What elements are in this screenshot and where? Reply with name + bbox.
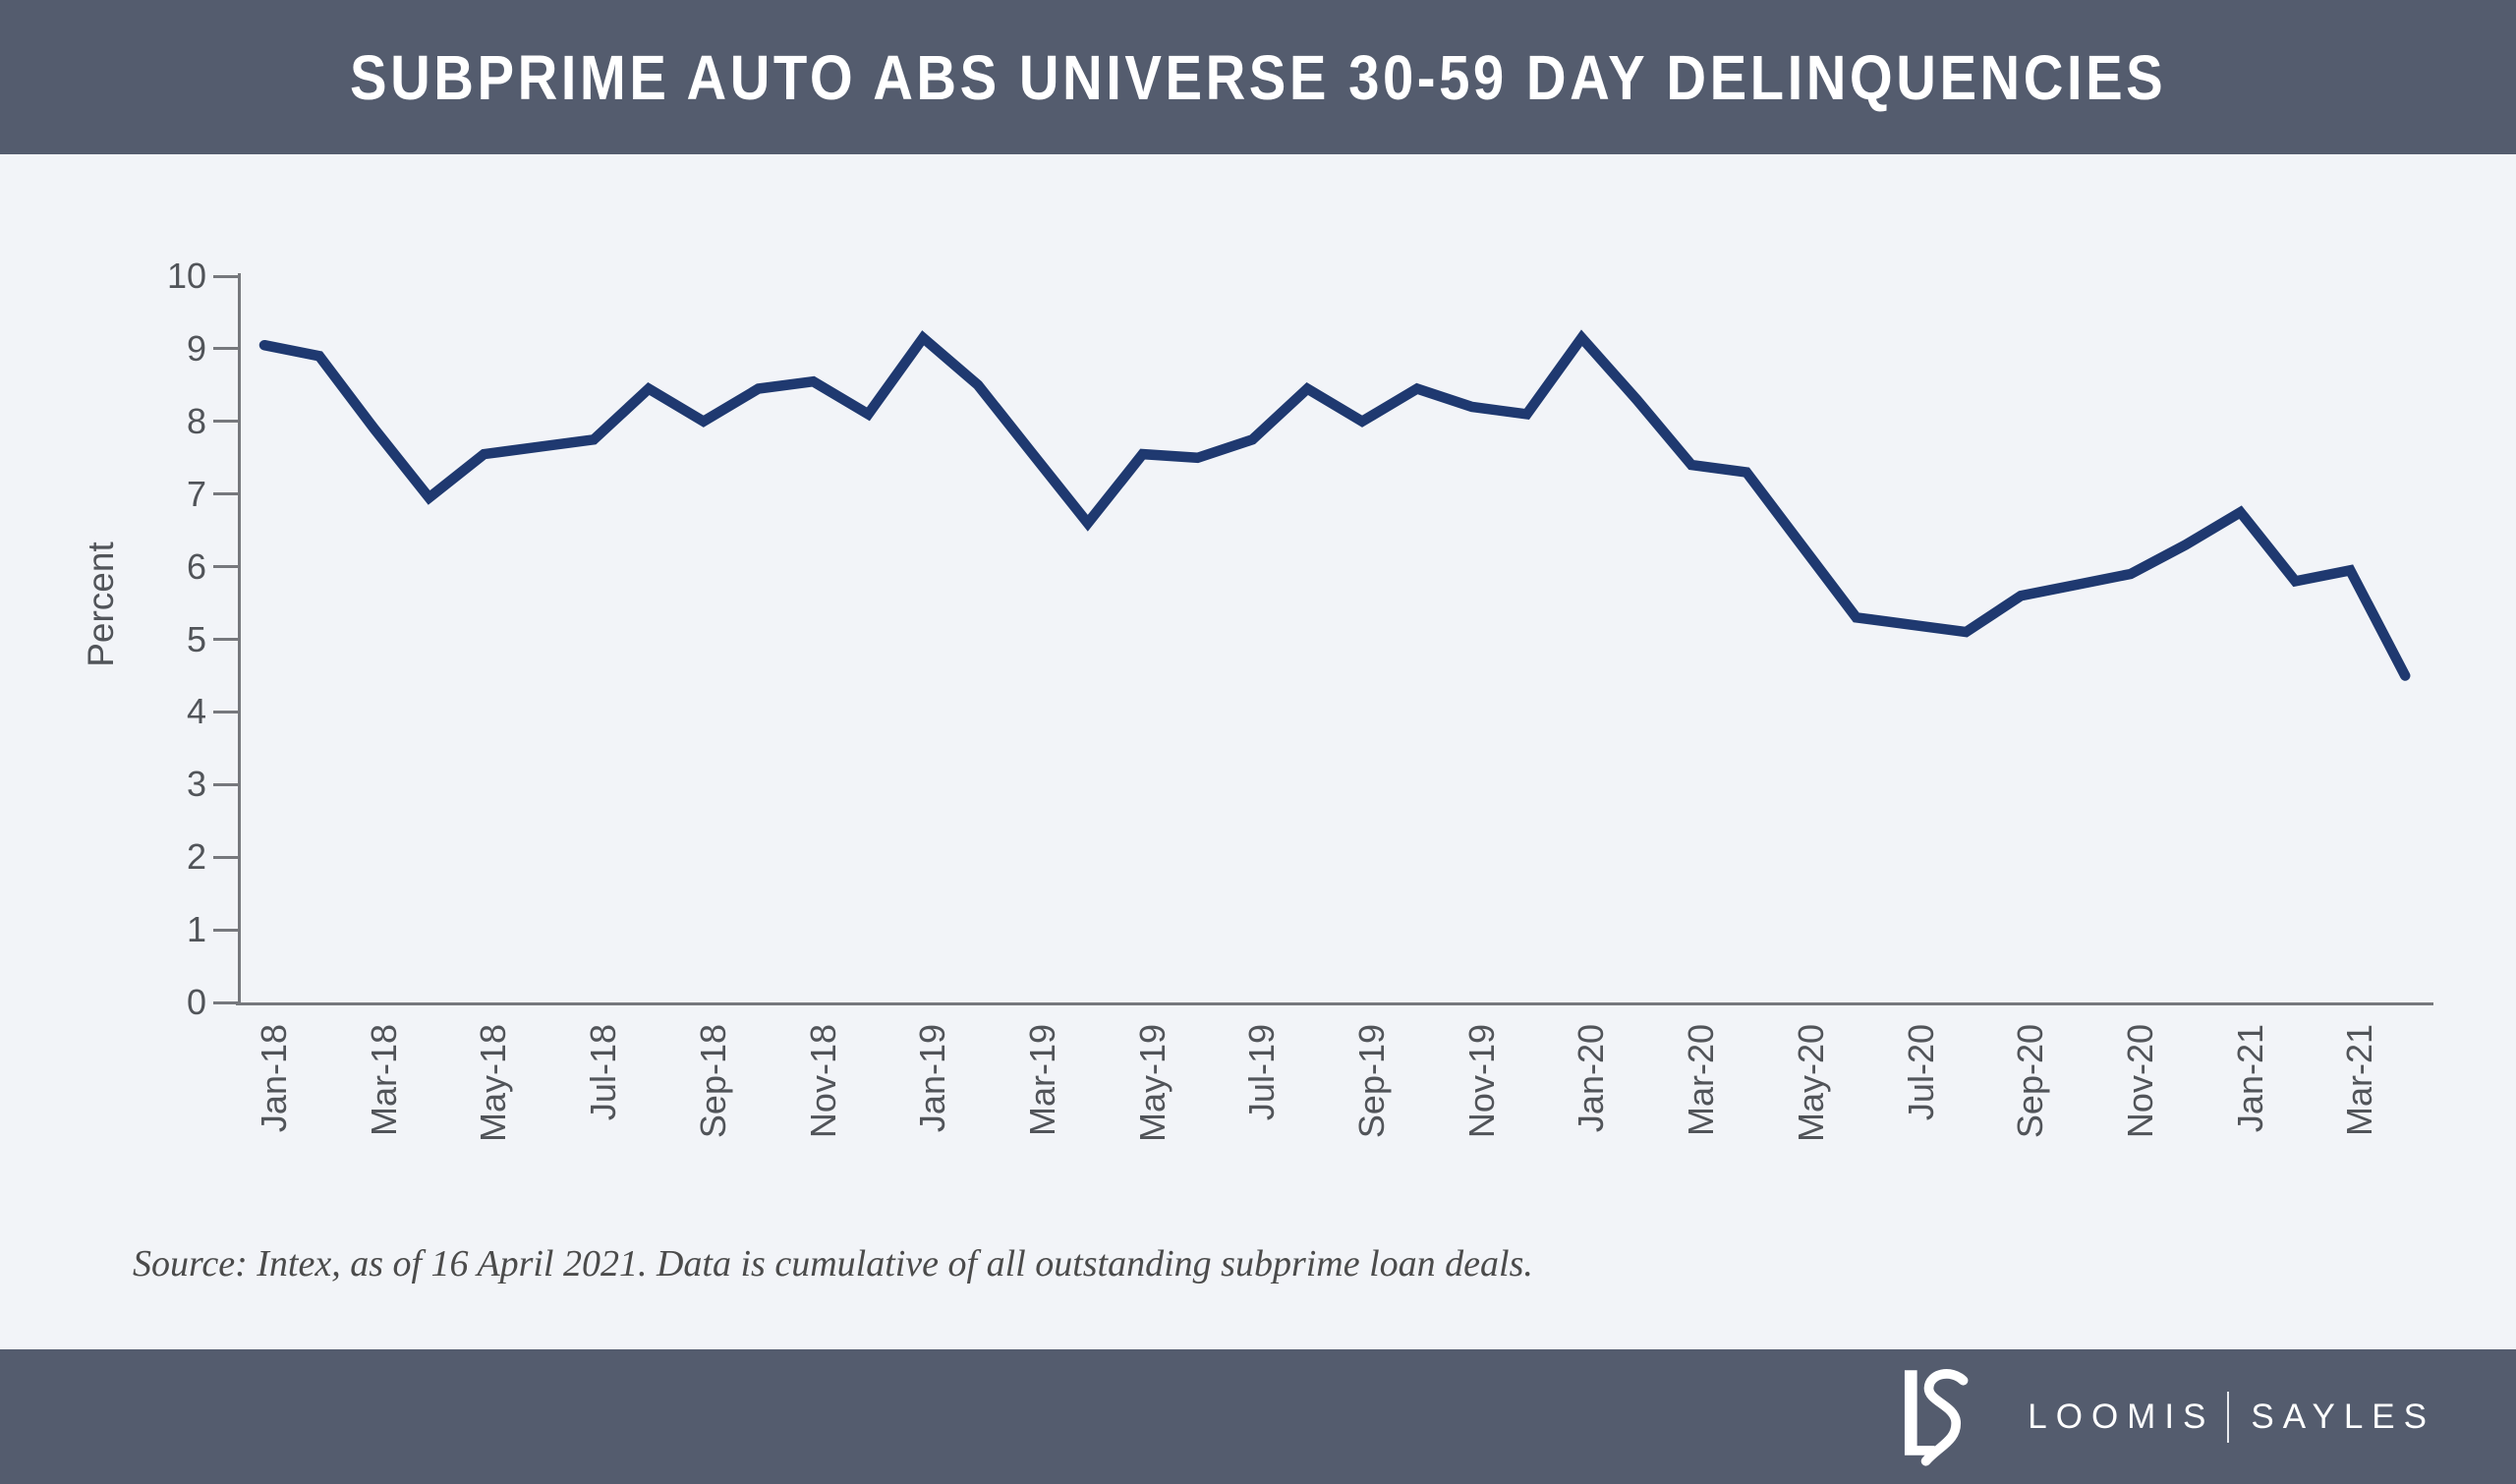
y-tick-label: 1	[186, 909, 206, 950]
y-axis-line	[238, 273, 241, 1005]
y-tick-mark	[213, 928, 239, 932]
brand-name-sayles: SAYLES	[2251, 1397, 2435, 1436]
y-tick-label: 8	[186, 400, 206, 441]
y-tick-mark	[213, 1000, 239, 1004]
brand-name-loomis: LOOMIS	[2028, 1397, 2215, 1436]
y-tick-label: 6	[186, 545, 206, 587]
brand-divider	[2227, 1391, 2230, 1443]
y-tick-mark	[213, 274, 239, 278]
y-tick-mark	[213, 782, 239, 786]
data-line	[258, 329, 2411, 681]
y-tick-mark	[213, 710, 239, 713]
y-tick-mark	[213, 492, 239, 496]
page-title: SUBPRIME AUTO ABS UNIVERSE 30-59 DAY DEL…	[349, 41, 2167, 113]
x-axis-line	[236, 1002, 2433, 1005]
y-tick-label: 4	[186, 691, 206, 732]
y-tick-label: 2	[186, 836, 206, 878]
footer-bar	[0, 1349, 2516, 1484]
header-bar: SUBPRIME AUTO ABS UNIVERSE 30-59 DAY DEL…	[0, 0, 2516, 154]
y-tick-mark	[213, 855, 239, 859]
y-tick-mark	[213, 638, 239, 641]
y-tick-label: 10	[166, 256, 206, 296]
source-note: Source: Intex, as of 16 April 2021. Data…	[133, 1243, 1533, 1284]
y-tick-mark	[213, 420, 239, 424]
y-tick-mark	[213, 347, 239, 351]
ls-logo-icon	[1905, 1368, 1969, 1466]
y-tick-mark	[213, 565, 239, 569]
y-tick-label: 3	[186, 764, 206, 805]
y-tick-label: 0	[186, 982, 206, 1022]
brand-lockup: LOOMIS SAYLES	[1896, 1349, 2435, 1484]
y-tick-label: 7	[186, 473, 206, 514]
y-tick-label: 9	[186, 327, 206, 369]
y-tick-label: 5	[186, 618, 206, 659]
